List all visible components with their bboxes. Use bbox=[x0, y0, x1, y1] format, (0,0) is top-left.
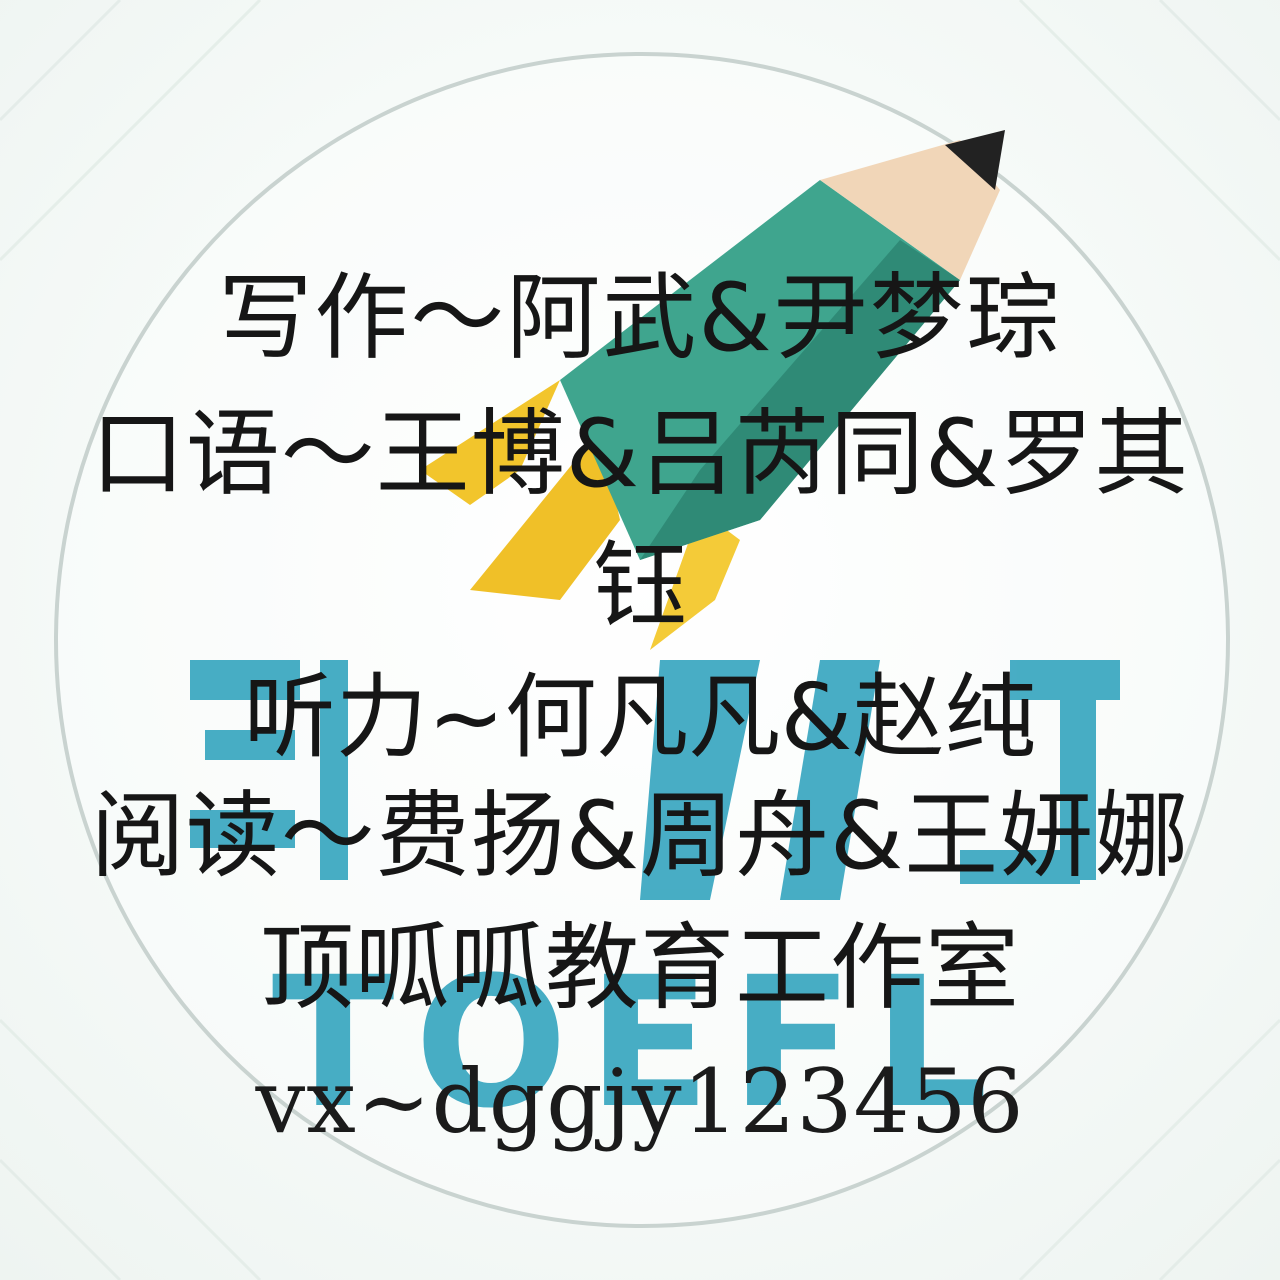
writing-teachers-text: 写作～阿武&尹梦琮 bbox=[218, 264, 1062, 373]
logo-circle bbox=[54, 52, 1230, 1228]
rocket-flame-bottom bbox=[470, 430, 620, 600]
logo-wordmark: TOEFL bbox=[190, 660, 1120, 1148]
speaking-teachers-continued-text: 钰 bbox=[592, 532, 687, 641]
speaking-teachers-text: 口语～王博&吕芮同&罗其 bbox=[90, 400, 1190, 509]
pencil-wood bbox=[820, 140, 1000, 280]
rocket-flame-left bbox=[420, 380, 560, 505]
rocket-flame-right bbox=[650, 510, 740, 650]
logo-wordmark-text: TOEFL bbox=[272, 939, 1008, 1148]
contact-text: vx~dggjy123456 bbox=[255, 1050, 1025, 1153]
pencil-tip bbox=[945, 130, 1005, 190]
studio-name-text: 顶呱呱教育工作室 bbox=[259, 914, 1020, 1023]
reading-teachers-text: 阅读～费扬&周舟&王妍娜 bbox=[90, 782, 1190, 891]
listening-teachers-text: 听力~何凡凡&赵纯 bbox=[243, 664, 1037, 771]
rocket-body bbox=[560, 180, 960, 560]
rocket-body-shade bbox=[640, 240, 960, 560]
